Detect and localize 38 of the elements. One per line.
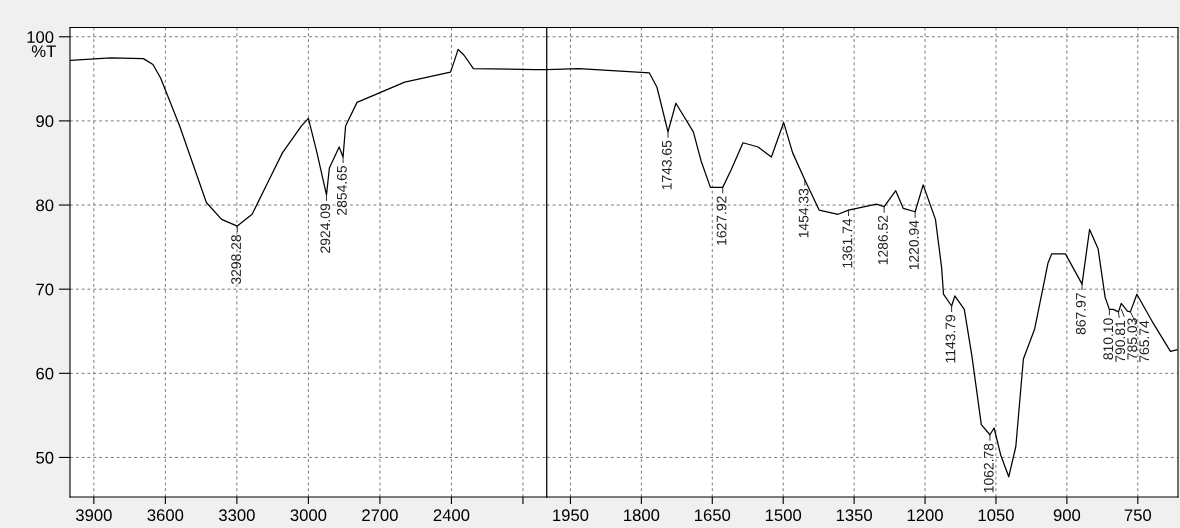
x-tick-label: 1050: [978, 509, 1014, 522]
x-tick-label: 1800: [624, 509, 660, 522]
annotation: 785.03: [1127, 318, 1138, 360]
x-tick-label: 900: [1053, 509, 1081, 522]
annotation: 1143.79: [945, 314, 956, 363]
x-tick-label: 3600: [147, 509, 184, 522]
annotation: 790.81: [1115, 320, 1126, 362]
x-tick-label: 1950: [553, 509, 589, 522]
annotation: 3298.28: [231, 235, 242, 285]
x-tick-label: 2700: [362, 509, 398, 522]
annotation: 1627.92: [716, 196, 727, 245]
y-tick-label: 90: [36, 115, 54, 128]
x-tick-label: 3900: [75, 509, 112, 522]
y-axis-title: %T: [31, 45, 56, 58]
annotation: 765.74: [1139, 320, 1150, 362]
x-tick-label: 1350: [836, 509, 873, 522]
y-tick-label: 70: [36, 283, 54, 296]
annotation: 1220.94: [909, 220, 919, 270]
annotation: 1286.52: [878, 215, 888, 265]
annotation: 1361.74: [842, 218, 853, 268]
y-tick-label: 80: [36, 199, 54, 212]
annotation: 2854.65: [336, 165, 347, 215]
x-tick-label: 750: [1124, 509, 1152, 522]
y-tick-label: 50: [36, 451, 54, 464]
y-tick-label: 100: [27, 31, 54, 43]
x-tick-label: 1500: [765, 509, 802, 522]
annotation: 2924.09: [320, 203, 331, 253]
annotation: 1454.33: [798, 188, 809, 238]
annotation: 1062.78: [983, 443, 994, 493]
annotation: 1743.65: [661, 140, 672, 190]
annotation: 867.97: [1075, 293, 1086, 335]
x-tick-label: 3300: [218, 509, 255, 522]
x-tick-label: 2400: [433, 509, 470, 522]
x-tick-label: 1200: [907, 509, 943, 522]
x-tick-label: 3000: [290, 509, 327, 522]
y-tick-label: 60: [36, 367, 54, 380]
x-tick-label: 1650: [695, 509, 731, 522]
annotation: 810.10: [1103, 318, 1114, 360]
